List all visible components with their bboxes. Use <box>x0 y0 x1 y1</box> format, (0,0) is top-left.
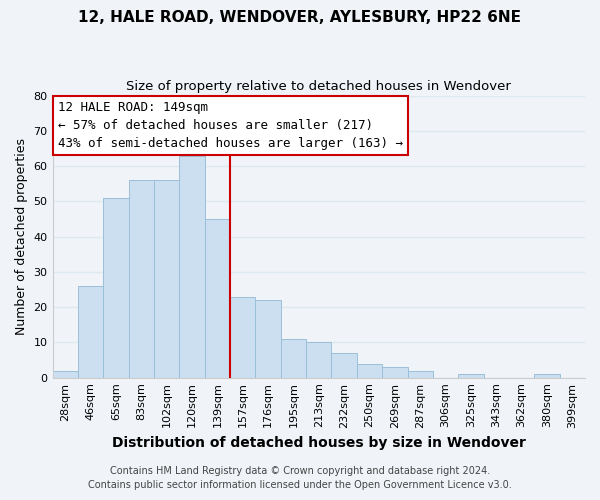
Bar <box>205 219 230 378</box>
Bar <box>458 374 484 378</box>
Bar <box>534 374 560 378</box>
Y-axis label: Number of detached properties: Number of detached properties <box>15 138 28 335</box>
Bar <box>154 180 179 378</box>
Bar <box>179 156 205 378</box>
Bar <box>230 296 256 378</box>
Bar <box>128 180 154 378</box>
Bar <box>53 370 78 378</box>
Bar <box>331 353 357 378</box>
X-axis label: Distribution of detached houses by size in Wendover: Distribution of detached houses by size … <box>112 436 526 450</box>
Bar <box>407 370 433 378</box>
Bar <box>256 300 281 378</box>
Text: Contains HM Land Registry data © Crown copyright and database right 2024.
Contai: Contains HM Land Registry data © Crown c… <box>88 466 512 490</box>
Bar <box>281 339 306 378</box>
Bar <box>382 367 407 378</box>
Bar <box>103 198 128 378</box>
Title: Size of property relative to detached houses in Wendover: Size of property relative to detached ho… <box>127 80 511 93</box>
Bar <box>357 364 382 378</box>
Bar <box>306 342 331 378</box>
Text: 12, HALE ROAD, WENDOVER, AYLESBURY, HP22 6NE: 12, HALE ROAD, WENDOVER, AYLESBURY, HP22… <box>79 10 521 25</box>
Text: 12 HALE ROAD: 149sqm
← 57% of detached houses are smaller (217)
43% of semi-deta: 12 HALE ROAD: 149sqm ← 57% of detached h… <box>58 101 403 150</box>
Bar <box>78 286 103 378</box>
